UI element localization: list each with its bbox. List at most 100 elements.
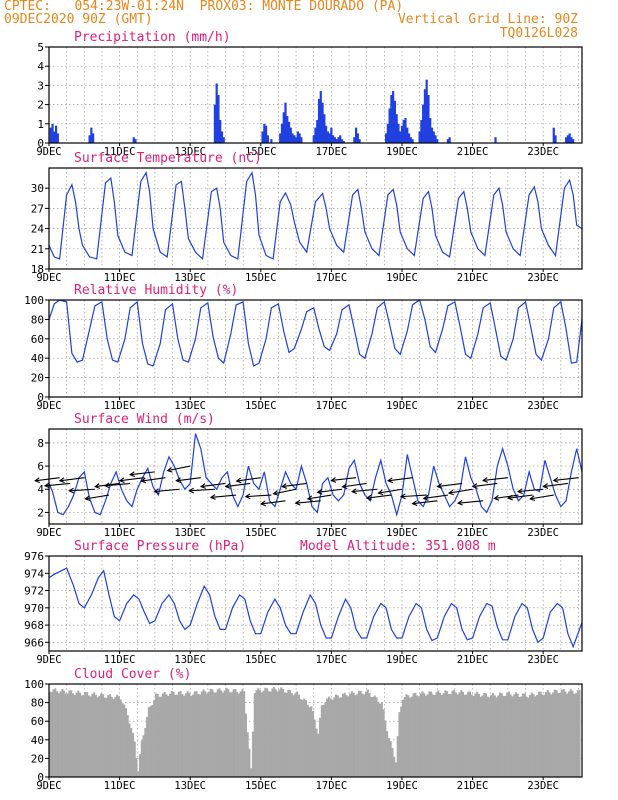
- wind-arrow-head: [377, 489, 384, 496]
- cloud-bar: [211, 689, 214, 777]
- cloud-bar: [128, 723, 131, 777]
- series-line: [48, 170, 583, 261]
- cloud-bar: [64, 693, 67, 777]
- cloud-bar: [470, 694, 473, 777]
- panel-frame: [48, 299, 583, 398]
- wind-arrow-head: [84, 495, 91, 502]
- precip-bar: [279, 133, 282, 143]
- precip-bar: [49, 127, 52, 143]
- cloud-bar: [573, 693, 576, 777]
- cloud-bar: [564, 691, 567, 777]
- wind-arrow-head: [351, 488, 357, 495]
- cloud-bar: [557, 693, 560, 777]
- cloud-bar: [315, 728, 318, 777]
- cloud-bar: [400, 706, 403, 777]
- wind-arrow-head: [224, 483, 231, 489]
- y-tick-label: 18: [31, 263, 44, 276]
- cloud-bar: [112, 699, 115, 777]
- wind-arrow-head: [422, 495, 429, 501]
- cloud-bar: [73, 694, 76, 777]
- precip-bar: [356, 133, 359, 143]
- cloud-bar: [442, 693, 445, 777]
- cloud-bar: [410, 696, 413, 777]
- y-tick-label: 100: [24, 294, 44, 307]
- wind-arrow-head: [456, 499, 463, 506]
- cloud-bar: [220, 690, 223, 777]
- y-tick-label: 40: [31, 734, 44, 747]
- x-tick-label: 21DEC: [457, 780, 489, 792]
- precip-bar: [316, 119, 319, 143]
- cloud-bar: [207, 691, 210, 777]
- cloud-bar: [241, 689, 244, 777]
- cloud-bar: [287, 690, 290, 777]
- cloud-bar: [294, 693, 297, 777]
- cloud-bar: [334, 694, 337, 777]
- cloud-bar: [356, 694, 359, 777]
- precip-bar: [448, 137, 451, 143]
- y-tick-label: 976: [24, 550, 44, 563]
- cloud-bar: [281, 688, 285, 777]
- y-tick-label: 966: [24, 636, 44, 649]
- precip-bar: [429, 118, 432, 143]
- cloud-bar: [576, 690, 579, 777]
- y-tick-label: 30: [31, 182, 44, 195]
- precip-bar: [90, 127, 93, 143]
- cloud-bar: [301, 699, 304, 777]
- cloud-bar: [59, 691, 62, 777]
- y-tick-label: 0: [37, 771, 44, 784]
- precip-bar: [134, 139, 137, 143]
- precip-bar: [335, 139, 338, 143]
- cloud-bar: [527, 697, 530, 777]
- cloud-bar: [481, 695, 484, 777]
- cloud-bar: [460, 690, 463, 777]
- precip-bar: [494, 137, 497, 143]
- cloud-bar: [156, 693, 159, 777]
- wind-arrow-head: [118, 477, 125, 484]
- precip-bar: [407, 133, 411, 143]
- cloud-bar: [96, 697, 99, 777]
- x-tick-label: 9DEC: [36, 654, 61, 666]
- precip-bar: [404, 118, 407, 143]
- cloud-bar: [529, 694, 532, 777]
- wind-arrow: [508, 494, 533, 499]
- cloud-bar: [439, 692, 442, 777]
- cloud-bar: [234, 688, 237, 777]
- cloud-bar: [188, 693, 191, 777]
- cloud-bar: [255, 690, 258, 777]
- precip-bar: [284, 102, 287, 143]
- wind-arrow: [260, 500, 286, 505]
- cloud-bar: [290, 693, 293, 777]
- x-tick-label: 19DEC: [386, 527, 418, 539]
- cloud-bar: [269, 691, 272, 777]
- cloud-bar: [559, 692, 562, 777]
- cloud-bar: [280, 687, 283, 777]
- cloud-bar: [440, 694, 443, 777]
- cloud-bar: [299, 699, 302, 777]
- cloud-bar: [347, 696, 350, 777]
- y-tick-label: 8: [37, 437, 44, 450]
- cloud-bar: [165, 694, 168, 777]
- cloud-bar: [80, 695, 83, 777]
- precip-bar: [56, 133, 59, 143]
- precip-bar: [446, 139, 449, 143]
- precip-bar: [436, 139, 439, 143]
- precip-bar: [554, 135, 557, 143]
- cloud-bar: [375, 697, 378, 777]
- wind-arrow-head: [129, 471, 136, 478]
- wind-arrow: [35, 477, 60, 482]
- precip-bar: [321, 102, 324, 143]
- cloud-bar: [54, 688, 57, 777]
- precip-bar: [353, 137, 356, 143]
- wind-arrow: [307, 494, 332, 500]
- cloud-bar: [140, 740, 143, 777]
- precip-bar: [434, 135, 437, 143]
- cloud-bar: [407, 695, 410, 777]
- cloud-bar: [77, 690, 80, 777]
- cloud-bar: [380, 702, 383, 777]
- wind-arrow: [388, 477, 413, 482]
- precip-bar: [409, 137, 412, 143]
- wind-arrow: [352, 488, 378, 493]
- wind-arrow-head: [294, 499, 301, 506]
- cloud-bar: [278, 689, 281, 777]
- cloud-bar: [461, 691, 465, 777]
